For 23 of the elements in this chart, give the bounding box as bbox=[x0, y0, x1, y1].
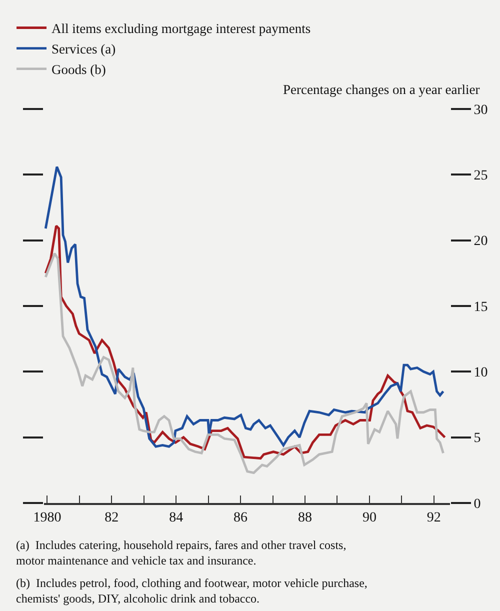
x-tick-label: 86 bbox=[234, 510, 248, 526]
line-series bbox=[44, 224, 446, 460]
x-tick-label: 92 bbox=[426, 510, 441, 526]
legend-label: Goods (b) bbox=[52, 62, 106, 78]
x-tick-label: 82 bbox=[104, 510, 119, 526]
x-tick-label: 88 bbox=[298, 510, 312, 526]
y-tick-label: 0 bbox=[474, 496, 481, 512]
text: (a) Includes catering, household repairs, fares and other travel costs, motor maintenance and vehicle tax and insurance. bbox=[16, 538, 346, 568]
x-tick-label: 84 bbox=[169, 510, 184, 526]
text: (b) Includes petrol, food, clothing and footwear, motor vehicle purchase, chemists' goods, DIY, alcoholic drink and tobacco. bbox=[16, 576, 368, 606]
x-tick-label: 90 bbox=[362, 510, 376, 526]
y-tick-label: 5 bbox=[474, 431, 481, 446]
y-tick-label: 25 bbox=[474, 168, 488, 184]
y-tick-label: 30 bbox=[474, 102, 488, 118]
y-tick-label: 20 bbox=[474, 234, 488, 250]
legend-label: All items excluding mortgage interest payments bbox=[52, 21, 311, 36]
x-tick-label: 1980 bbox=[33, 510, 62, 526]
y-tick-label: 15 bbox=[474, 300, 488, 315]
line-series bbox=[44, 252, 444, 474]
y-tick-label: 10 bbox=[474, 366, 488, 381]
legend-label: Services (a) bbox=[52, 42, 116, 57]
y-axis-title: Percentage changes on a year earlier bbox=[283, 82, 480, 97]
line-series bbox=[44, 166, 444, 448]
